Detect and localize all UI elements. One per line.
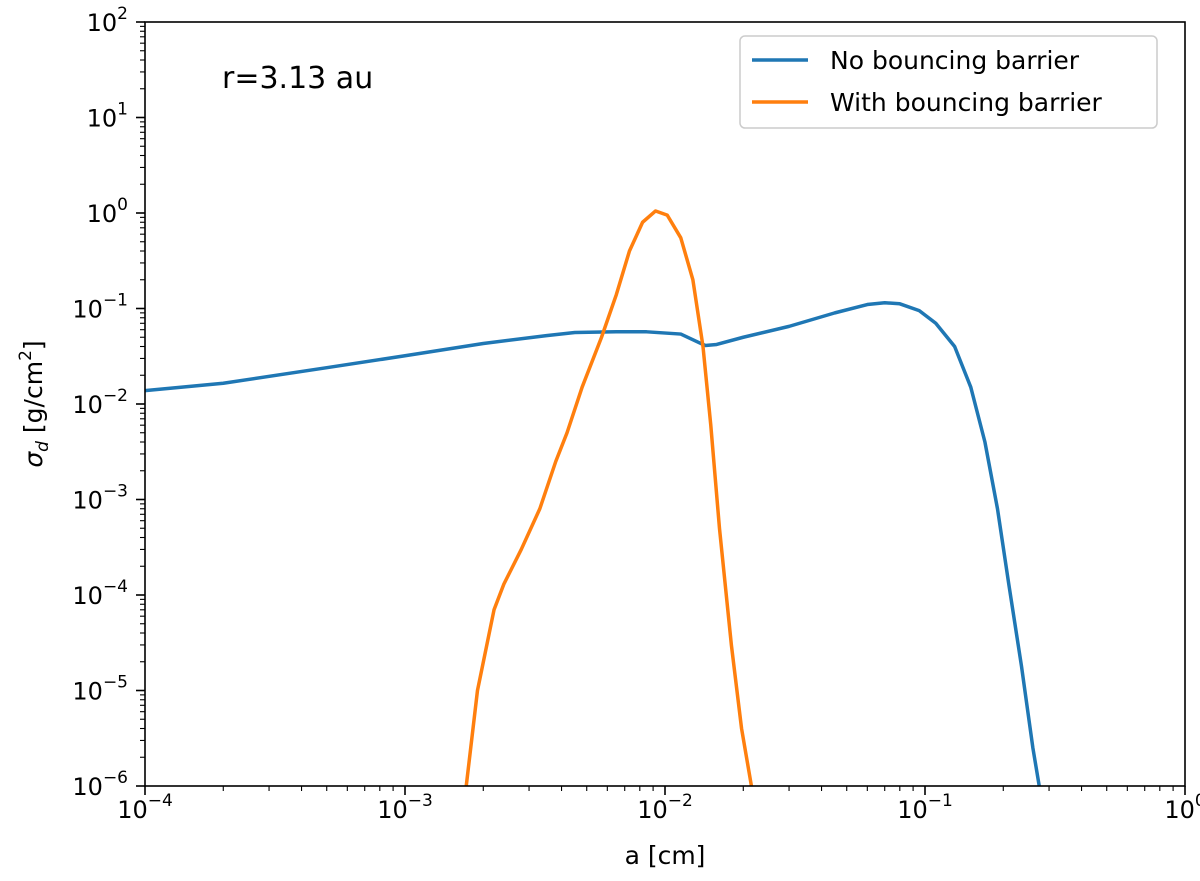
y-tick-label: 10−4: [72, 577, 128, 610]
y-axis-subscript: d: [33, 441, 53, 452]
y-axis-symbol: σ: [19, 451, 48, 468]
y-axis-label: σd [g/cm2]: [16, 340, 53, 467]
x-tick-label: 10−4: [117, 791, 173, 824]
x-tick-label: 100: [1164, 791, 1200, 824]
y-axis-units-exp: 2: [16, 350, 36, 361]
y-tick-label: 10−5: [72, 673, 128, 706]
y-tick-label: 10−6: [72, 768, 128, 801]
y-tick-label: 100: [87, 195, 128, 228]
legend-frame: [739, 35, 1158, 129]
series-layer: [144, 209, 1041, 787]
legend: No bouncing barrier With bouncing barrie…: [739, 35, 1158, 129]
y-tick-label: 102: [87, 4, 128, 37]
legend-label-no-bouncing: No bouncing barrier: [830, 46, 1080, 75]
y-tick-label: 10−2: [72, 386, 128, 419]
x-tick-label: 10−2: [637, 791, 693, 824]
annotation-label: r=3.13 au: [222, 61, 373, 96]
legend-label-with-bouncing: With bouncing barrier: [830, 88, 1103, 117]
y-tick-label: 101: [87, 100, 128, 133]
y-tick-label: 10−1: [72, 291, 128, 324]
series-line-0: [144, 300, 1041, 787]
x-tick-label: 10−3: [377, 791, 433, 824]
series-line-1: [464, 209, 754, 787]
plot-frame: [144, 21, 1186, 787]
axis-layer: 10−4 10−3 10−2 10−1 100 10−6 10−5 10−4 10−3 10−2 1…: [72, 4, 1200, 824]
x-axis-label: a [cm]: [625, 841, 706, 870]
y-axis-units: [g/cm: [19, 361, 48, 441]
x-tick-label: 10−1: [897, 791, 953, 824]
y-axis-units-close: ]: [19, 340, 48, 350]
y-tick-label: 10−3: [72, 482, 128, 515]
